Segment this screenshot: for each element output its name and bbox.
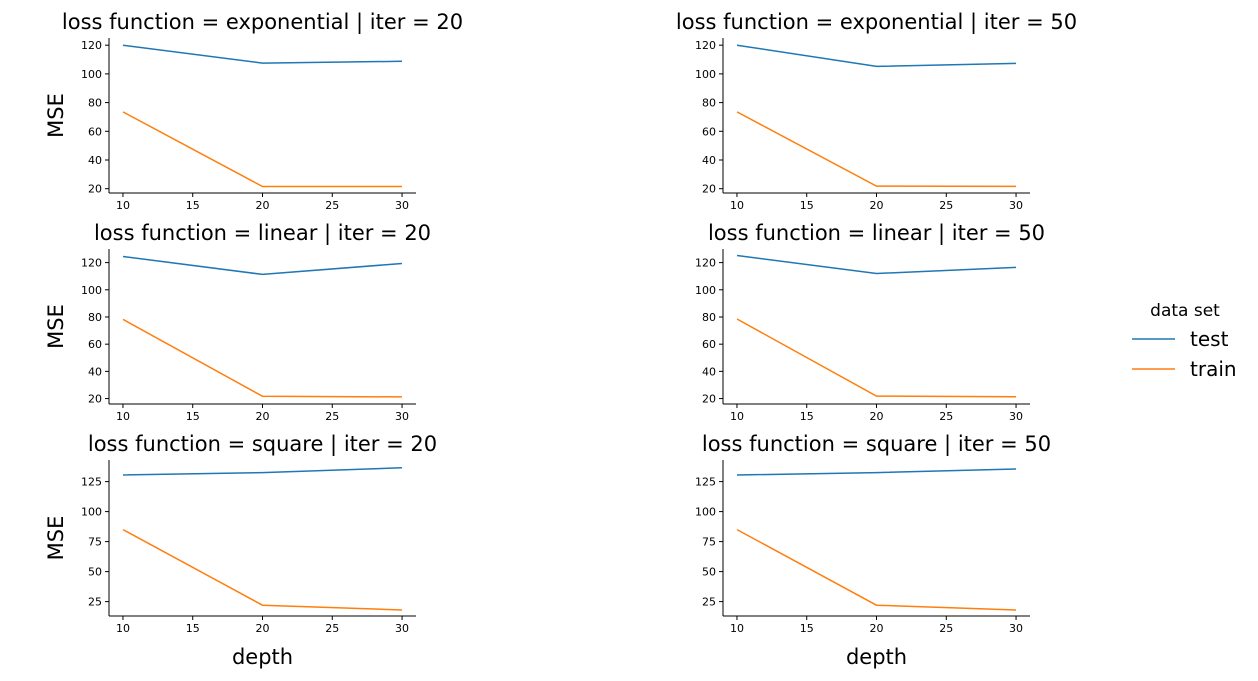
x-tick-label: 30 [395, 410, 409, 423]
y-tick-label: 25 [702, 596, 716, 609]
y-tick-label: 40 [702, 365, 716, 378]
y-tick-label: 60 [702, 125, 716, 138]
legend-label-train: train [1190, 357, 1237, 381]
series-line-test [122, 255, 403, 276]
x-tick-label: 25 [939, 410, 953, 423]
x-tick-label: 30 [1009, 622, 1023, 635]
facet-panel-5: loss function = square | iter = 20 10 15 20… [44, 432, 437, 669]
x-tick-label: 15 [800, 410, 814, 423]
y-tick-label: 125 [81, 476, 102, 489]
y-tick-label: 75 [88, 536, 102, 549]
series-line-test [122, 44, 403, 64]
x-tick-label: 25 [325, 410, 339, 423]
x-tick-label: 20 [870, 410, 884, 423]
y-tick-label: 50 [702, 566, 716, 579]
y-tick-label: 100 [81, 68, 102, 81]
y-tick-label: 50 [88, 566, 102, 579]
y-tick-label: 120 [81, 39, 102, 52]
facet-panel-1: loss function = exponential | iter = 20 1… [44, 10, 463, 212]
facet-panel-3: loss function = linear | iter = 20 10 15 20… [44, 221, 431, 423]
y-tick-label: 40 [88, 154, 102, 167]
series-line-train [736, 528, 1017, 611]
y-tick-label: 120 [695, 39, 716, 52]
y-tick-label: 40 [88, 365, 102, 378]
y-tick-label: 80 [702, 97, 716, 110]
x-tick-label: 10 [116, 199, 130, 212]
panel-title: loss function = square | iter = 50 [702, 432, 1051, 457]
series-line-train [122, 111, 402, 188]
x-tick-label: 30 [1009, 410, 1023, 423]
y-tick-label: 120 [695, 257, 716, 270]
y-tick-label: 75 [702, 536, 716, 549]
y-tick-label: 80 [88, 311, 102, 324]
legend-label-test: test [1190, 327, 1229, 351]
x-tick-label: 10 [116, 410, 130, 423]
y-tick-label: 100 [81, 506, 102, 519]
x-tick-label: 25 [325, 199, 339, 212]
panel-title: loss function = linear | iter = 50 [708, 221, 1045, 246]
y-tick-label: 20 [88, 393, 102, 406]
x-tick-label: 25 [939, 622, 953, 635]
x-tick-label: 25 [325, 622, 339, 635]
series-line-test [122, 467, 403, 476]
y-tick-label: 40 [702, 154, 716, 167]
y-tick-label: 125 [695, 476, 716, 489]
x-axis-label: depth [846, 645, 907, 669]
y-tick-label: 100 [695, 68, 716, 81]
legend-title: data set [1150, 301, 1220, 321]
facet-panels: loss function = exponential | iter = 20 1… [44, 10, 1077, 669]
legend: data set test train [1132, 301, 1237, 381]
x-tick-label: 30 [395, 199, 409, 212]
x-tick-label: 15 [186, 199, 200, 212]
y-tick-label: 100 [695, 284, 716, 297]
series-line-test [736, 468, 1017, 476]
x-tick-label: 10 [116, 622, 130, 635]
x-tick-label: 30 [1009, 199, 1023, 212]
y-axis-label: MSE [44, 93, 68, 138]
x-tick-label: 30 [395, 622, 409, 635]
x-tick-label: 20 [256, 199, 270, 212]
x-tick-label: 20 [870, 199, 884, 212]
panel-title: loss function = square | iter = 20 [88, 432, 437, 457]
x-tick-label: 10 [730, 199, 744, 212]
y-tick-label: 20 [88, 183, 102, 196]
x-tick-label: 15 [800, 199, 814, 212]
x-axis-label: depth [232, 645, 293, 669]
y-tick-label: 100 [695, 506, 716, 519]
panel-title: loss function = exponential | iter = 50 [676, 10, 1077, 35]
x-tick-label: 10 [730, 622, 744, 635]
panel-title: loss function = linear | iter = 20 [94, 221, 431, 246]
x-tick-label: 20 [870, 622, 884, 635]
facet-panel-6: loss function = square | iter = 50 10 15 20… [695, 432, 1051, 669]
y-tick-label: 120 [81, 257, 102, 270]
y-tick-label: 25 [88, 596, 102, 609]
y-axis-label: MSE [44, 516, 68, 561]
y-tick-label: 60 [88, 125, 102, 138]
y-tick-label: 60 [88, 338, 102, 351]
x-tick-label: 20 [256, 410, 270, 423]
x-tick-label: 15 [800, 622, 814, 635]
y-axis-label: MSE [44, 304, 68, 349]
y-tick-label: 80 [702, 311, 716, 324]
y-tick-label: 80 [88, 97, 102, 110]
y-tick-label: 60 [702, 338, 716, 351]
series-line-train [122, 318, 403, 398]
x-tick-label: 20 [256, 622, 270, 635]
x-tick-label: 15 [186, 622, 200, 635]
panel-title: loss function = exponential | iter = 20 [62, 10, 463, 35]
series-line-test [736, 44, 1017, 68]
facet-panel-4: loss function = linear | iter = 50 10 15 20… [695, 221, 1045, 423]
x-tick-label: 25 [939, 199, 953, 212]
series-line-train [736, 318, 1017, 398]
series-line-test [736, 254, 1017, 275]
x-tick-label: 10 [730, 410, 744, 423]
y-tick-label: 20 [702, 393, 716, 406]
y-tick-label: 20 [702, 183, 716, 196]
facet-panel-2: loss function = exponential | iter = 50 1… [676, 10, 1077, 212]
y-tick-label: 100 [81, 284, 102, 297]
series-line-train [736, 111, 1017, 188]
series-line-train [122, 528, 403, 611]
x-tick-label: 15 [186, 410, 200, 423]
